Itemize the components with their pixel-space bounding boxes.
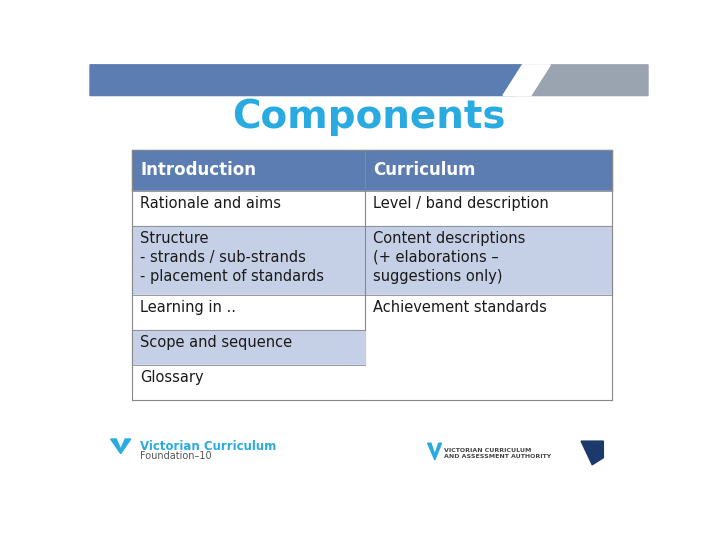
Bar [132, 226, 365, 295]
Text: Scope and sequence: Scope and sequence [140, 335, 292, 350]
Bar [132, 150, 612, 191]
Bar [365, 191, 612, 226]
Text: Introduction: Introduction [140, 161, 256, 179]
Text: Curriculum: Curriculum [374, 161, 476, 179]
Bar [365, 295, 612, 330]
Polygon shape [428, 443, 441, 460]
Text: Structure
- strands / sub-strands
- placement of standards: Structure - strands / sub-strands - plac… [140, 231, 324, 284]
Bar [132, 295, 365, 330]
Polygon shape [514, 65, 648, 96]
Text: Rationale and aims: Rationale and aims [140, 196, 282, 211]
Polygon shape [111, 439, 131, 454]
Bar [132, 191, 365, 226]
Text: Victorian Curriculum: Victorian Curriculum [140, 440, 276, 453]
Text: Foundation–10: Foundation–10 [140, 451, 212, 462]
Text: Learning in ..: Learning in .. [140, 300, 236, 315]
Text: Content descriptions
(+ elaborations –
suggestions only): Content descriptions (+ elaborations – s… [374, 231, 526, 284]
Bar [132, 364, 365, 400]
Bar [132, 330, 365, 364]
Text: Level / band description: Level / band description [374, 196, 549, 211]
Text: AND ASSESSMENT AUTHORITY: AND ASSESSMENT AUTHORITY [444, 454, 552, 459]
Text: Achievement standards: Achievement standards [374, 300, 547, 315]
Text: Glossary: Glossary [140, 370, 204, 384]
Polygon shape [90, 65, 542, 96]
Polygon shape [503, 65, 550, 96]
Bar [365, 226, 612, 295]
Text: VICTORIAN CURRICULUM: VICTORIAN CURRICULUM [444, 448, 531, 453]
Text: Components: Components [233, 98, 505, 136]
Polygon shape [581, 441, 603, 465]
Text: VICTORIA: VICTORIA [584, 460, 617, 465]
